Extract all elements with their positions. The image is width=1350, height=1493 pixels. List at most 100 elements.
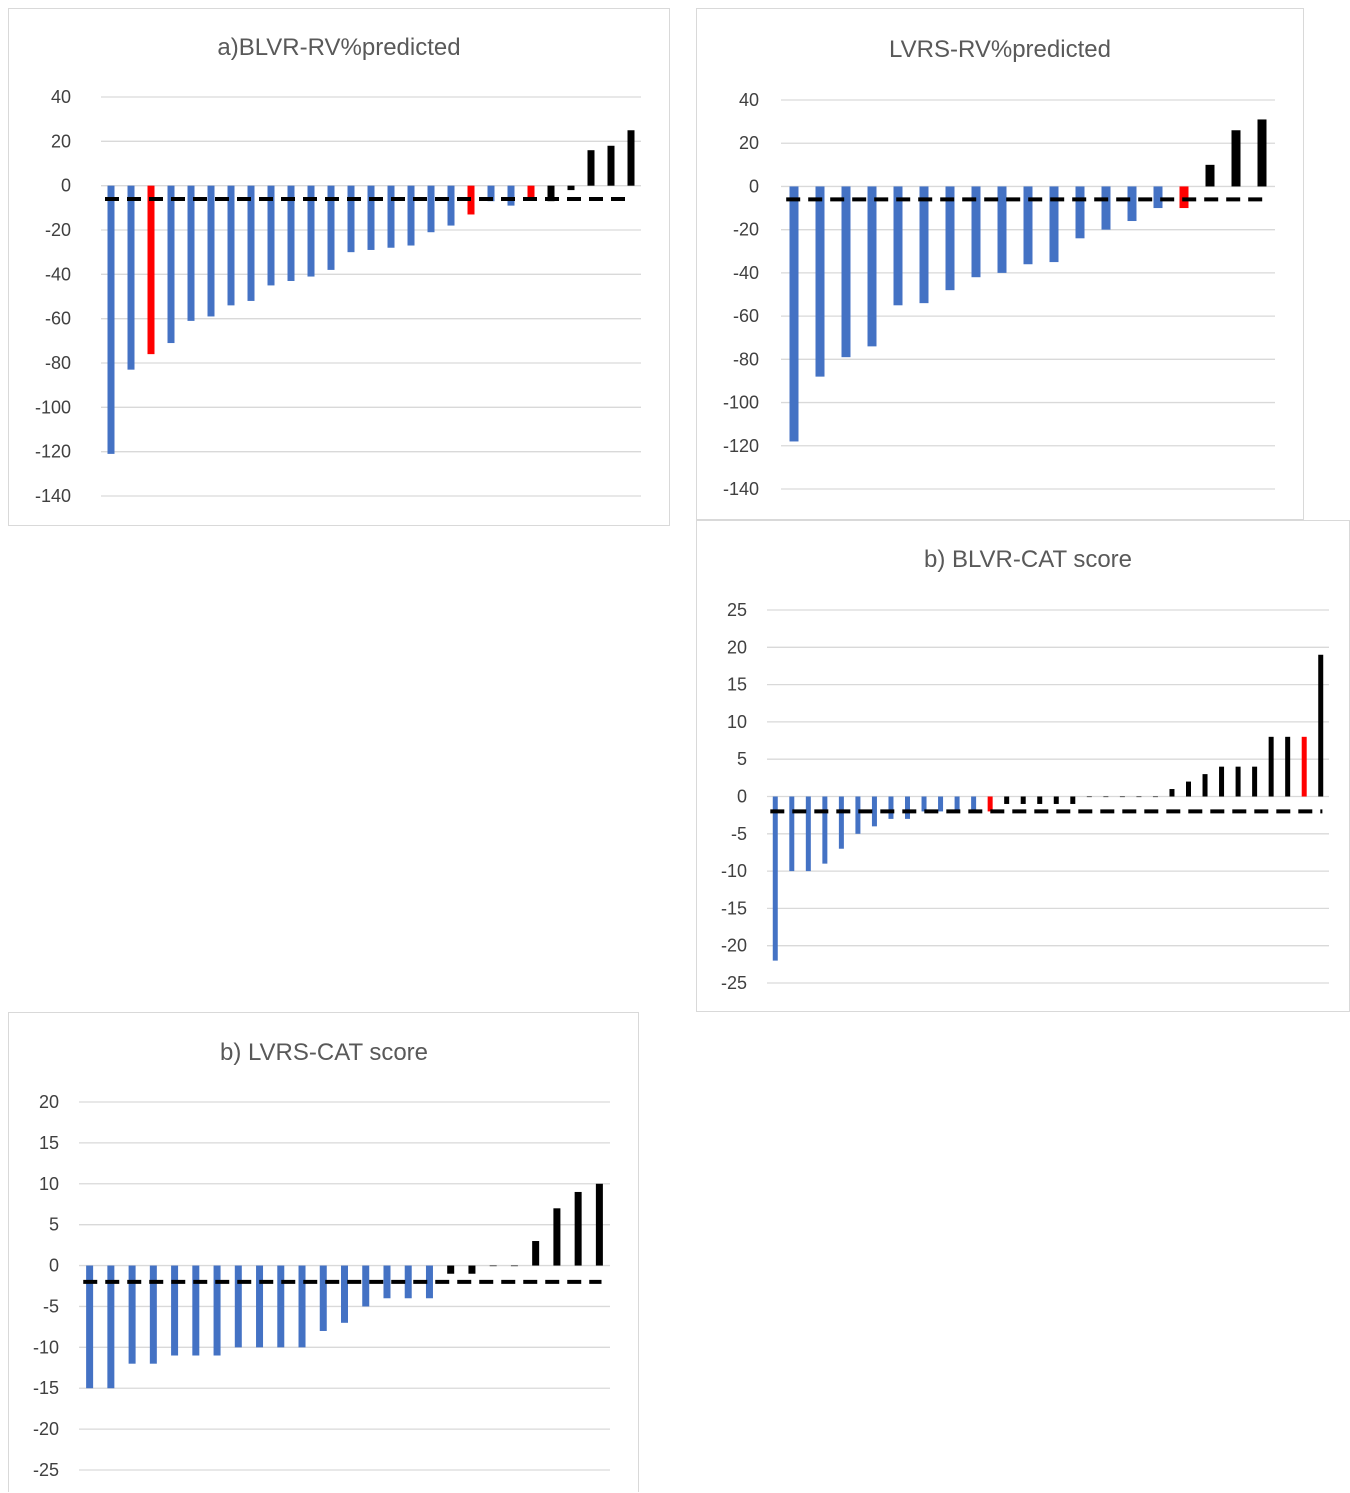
bar <box>1049 186 1059 263</box>
bar <box>425 1265 433 1299</box>
bar <box>86 1265 94 1389</box>
y-tick-label: -80 <box>45 353 71 373</box>
bar <box>567 185 575 191</box>
y-tick-label: -5 <box>731 824 747 844</box>
bar <box>1301 736 1307 797</box>
y-tick-label: -20 <box>733 220 759 240</box>
bar <box>987 796 993 812</box>
bar <box>607 145 615 186</box>
chart-svg-blvr-rv: a)BLVR-RV%predicted 40 20 0 -20 -40 -60 -80 -100… <box>35 34 641 506</box>
bar <box>387 185 395 248</box>
bar <box>187 185 195 321</box>
bar <box>1086 796 1092 798</box>
bar <box>574 1191 582 1266</box>
bar <box>1119 796 1125 798</box>
chart-svg-lvrs-cat: b) LVRS-CAT score 20 15 10 5 0 -5 -10 -15 -20 -25 <box>33 1039 610 1480</box>
bar <box>893 186 903 306</box>
bar <box>487 185 495 202</box>
bar <box>1169 789 1175 797</box>
bar <box>1037 796 1043 804</box>
y-tick-label: 20 <box>739 133 759 153</box>
y-tick-label: 40 <box>739 90 759 110</box>
bar <box>447 1265 455 1274</box>
y-tick-label: -80 <box>733 349 759 369</box>
bar <box>1231 130 1241 187</box>
bar <box>805 796 811 872</box>
bar <box>789 796 795 872</box>
bar <box>815 186 825 377</box>
bar <box>319 1265 327 1331</box>
bar <box>213 1265 221 1356</box>
y-tick-label: -100 <box>723 393 759 413</box>
bar <box>1252 766 1258 797</box>
bar <box>341 1265 348 1323</box>
bar <box>938 796 944 812</box>
bar <box>1070 796 1076 804</box>
y-tick-label: -10 <box>33 1337 59 1357</box>
bar <box>277 1265 285 1348</box>
bar <box>527 185 535 199</box>
bar <box>1257 119 1267 187</box>
bar <box>207 185 215 317</box>
bar <box>1152 796 1158 798</box>
bar <box>627 130 635 186</box>
y-tick-label: 20 <box>727 637 747 657</box>
bar <box>971 186 981 278</box>
bar <box>532 1241 540 1266</box>
y-tick-label: -100 <box>35 397 71 417</box>
y-tick-label: 5 <box>49 1215 59 1235</box>
bar <box>867 186 877 347</box>
bar <box>507 185 515 206</box>
bar <box>367 185 375 250</box>
bar <box>1285 736 1291 797</box>
chart-svg-lvrs-rv: LVRS-RV%predicted 40 20 0 -20 -40 -60 -80 -100 -1… <box>723 36 1275 499</box>
bar <box>945 186 955 291</box>
y-tick-label: -120 <box>723 436 759 456</box>
bar <box>1186 781 1191 797</box>
bar <box>1268 736 1274 797</box>
y-tick-label: 15 <box>39 1133 59 1153</box>
bar <box>888 796 894 819</box>
chart-title: b) BLVR-CAT score <box>924 546 1132 573</box>
y-tick-label: -25 <box>33 1460 59 1480</box>
bar <box>1205 164 1215 187</box>
y-tick-label: 40 <box>51 87 71 107</box>
bar <box>1153 186 1163 209</box>
bar <box>1101 186 1111 230</box>
y-tick-label: 0 <box>61 176 71 196</box>
y-tick-label: 15 <box>727 675 747 695</box>
bar <box>171 1265 179 1356</box>
chart-title: LVRS-RV%predicted <box>889 36 1111 63</box>
bar <box>954 796 960 812</box>
y-tick-label: 10 <box>39 1174 59 1194</box>
bar <box>489 1265 497 1267</box>
y-tick-label: -140 <box>723 479 759 499</box>
y-tick-label: 5 <box>737 749 747 769</box>
bar <box>327 185 335 270</box>
bar <box>905 796 910 819</box>
bar <box>447 185 455 226</box>
bar <box>1020 796 1026 804</box>
bar <box>595 1183 603 1266</box>
y-tick-label: -40 <box>733 263 759 283</box>
bar <box>855 796 861 834</box>
bar <box>149 1265 157 1364</box>
y-tick-label: 20 <box>51 131 71 151</box>
bar <box>1053 796 1059 804</box>
bar <box>1318 654 1324 797</box>
bar <box>1202 774 1208 797</box>
bar <box>167 185 175 344</box>
chart-panel-blvr-cat: b) BLVR-CAT score 25 20 15 10 5 0 -5 -10 -15 -20 -2… <box>696 520 1350 1012</box>
bar <box>427 185 435 233</box>
y-tick-label: -5 <box>43 1296 59 1316</box>
bar <box>362 1265 370 1307</box>
bar <box>919 186 929 304</box>
bar <box>107 185 115 454</box>
bar <box>298 1265 306 1348</box>
bar <box>127 185 135 370</box>
bar <box>789 186 799 442</box>
bar <box>1179 186 1189 209</box>
bar <box>128 1265 136 1364</box>
y-tick-label: -10 <box>721 861 747 881</box>
bar <box>1136 796 1142 798</box>
